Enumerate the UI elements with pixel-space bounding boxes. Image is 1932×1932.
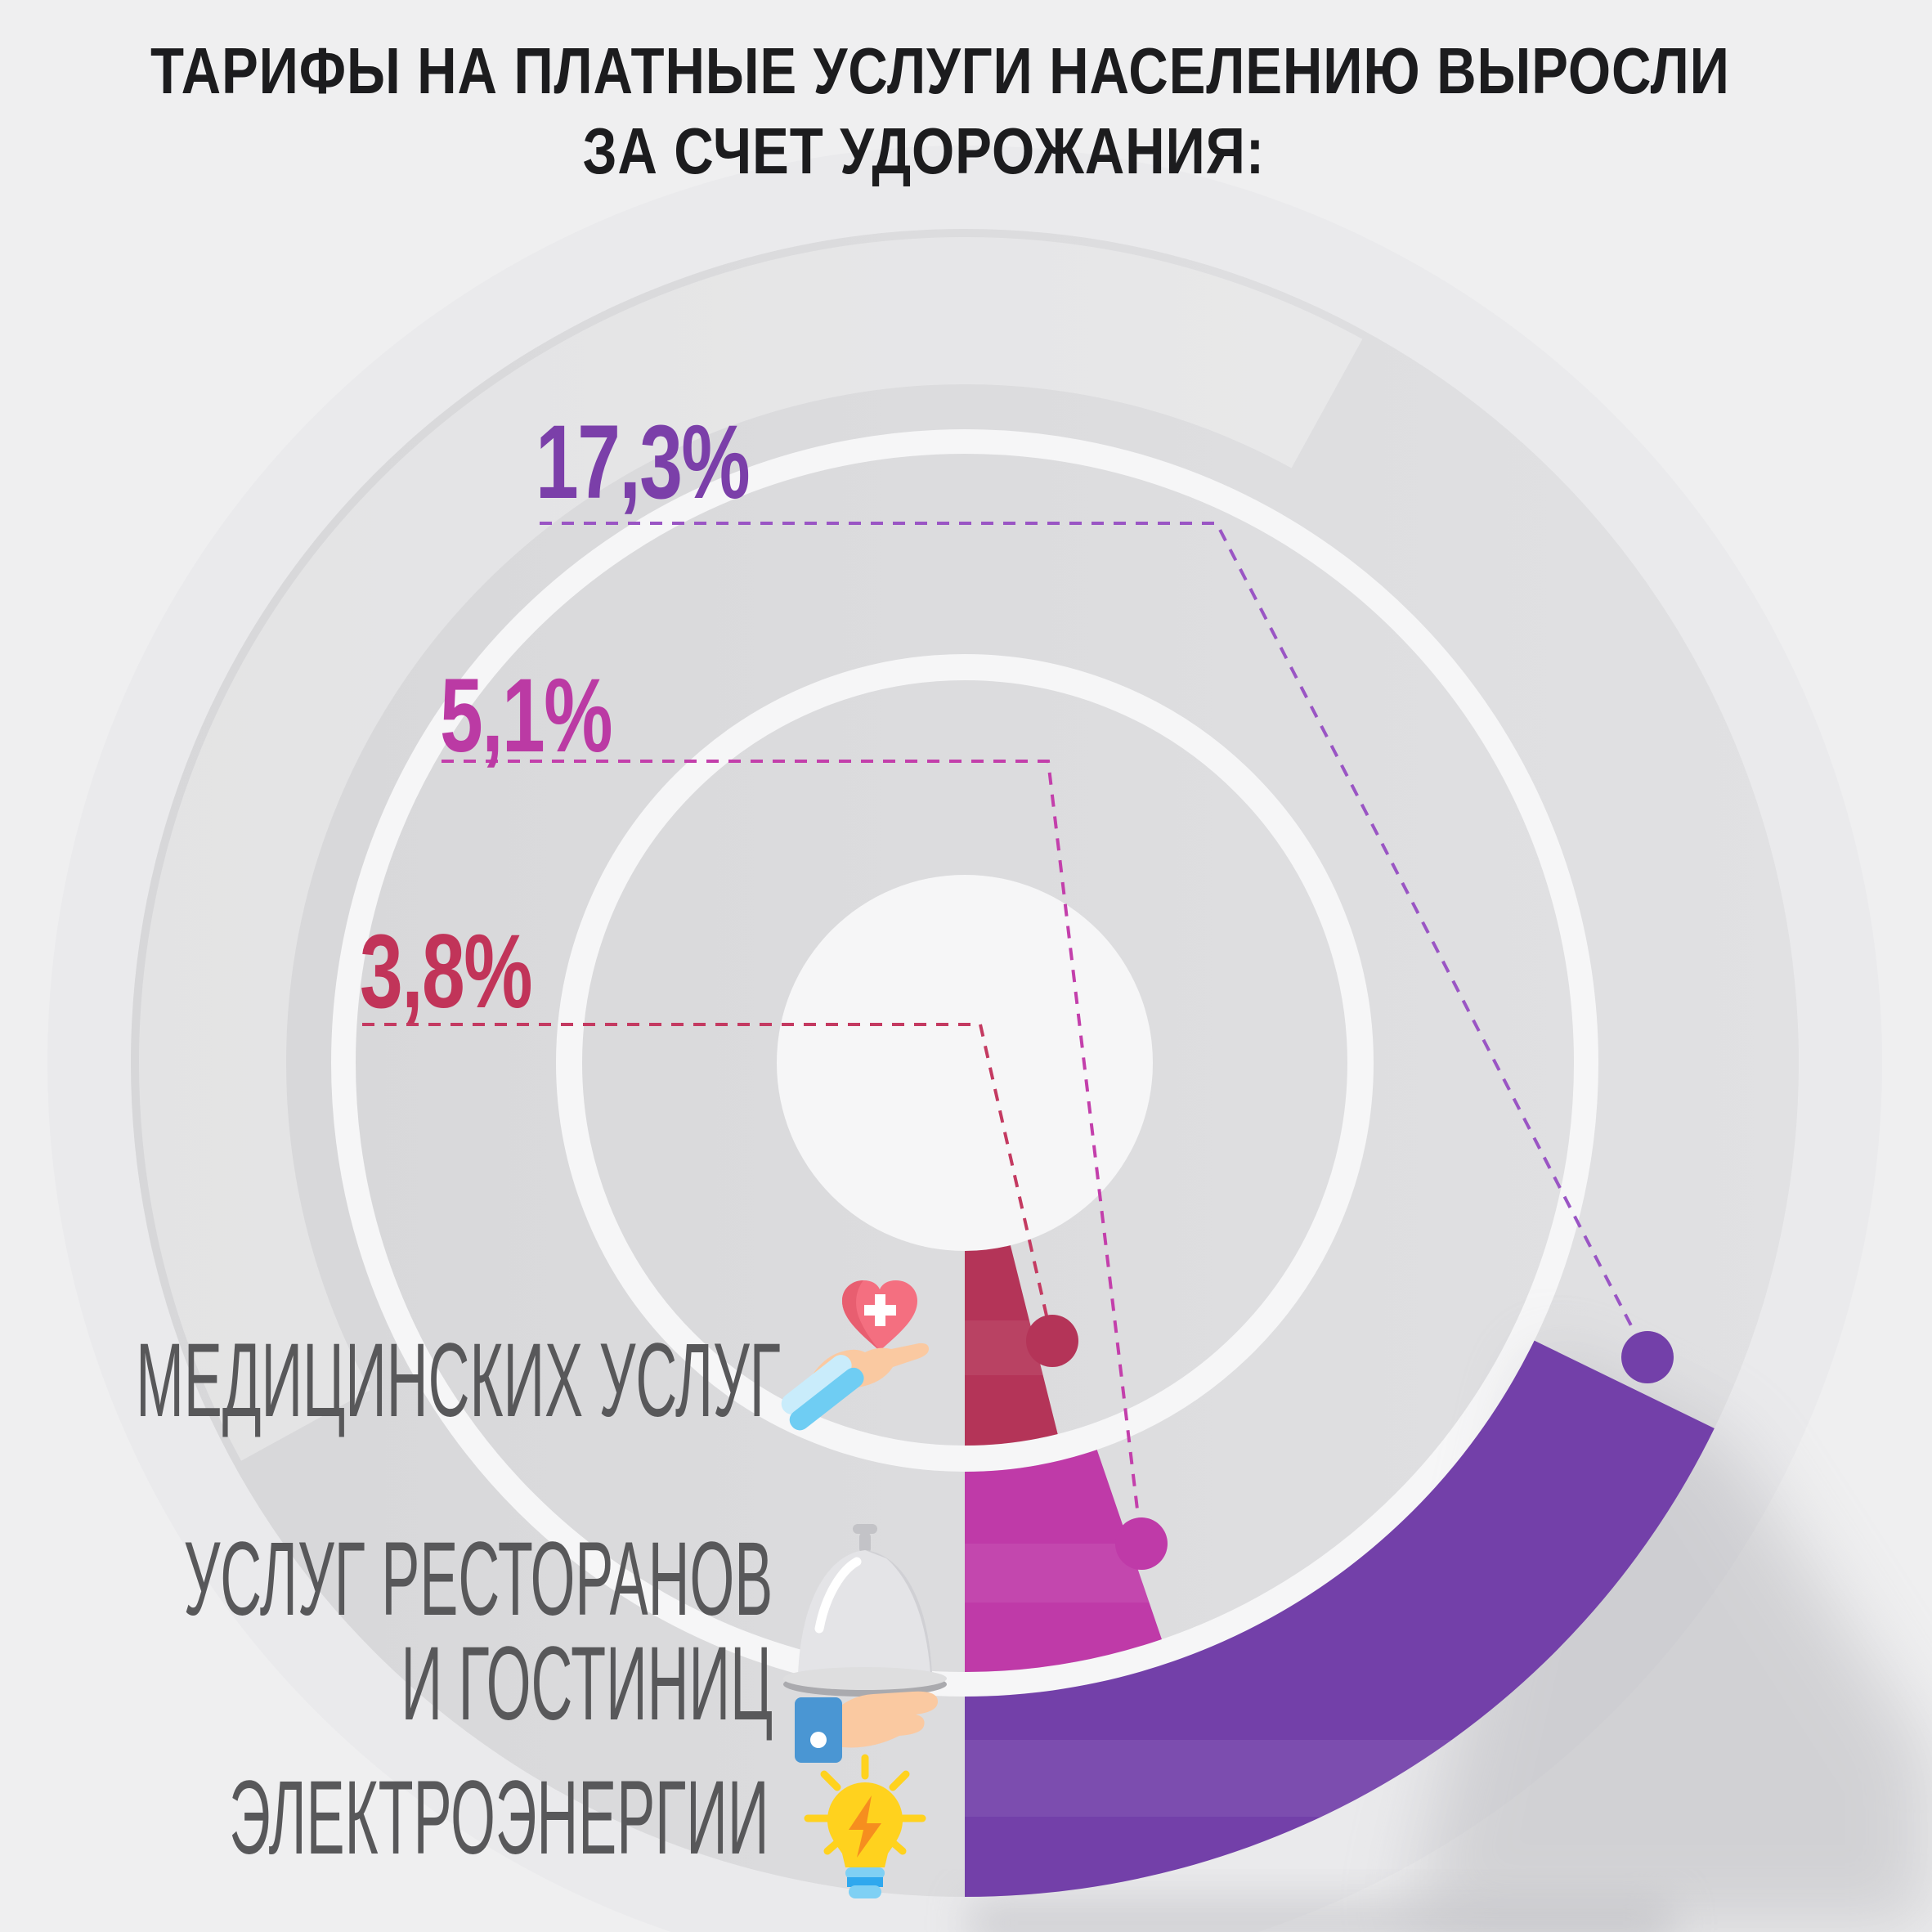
ring-separator-inner — [556, 654, 1374, 1472]
hand-shape — [821, 1691, 939, 1748]
ring-separator-outer — [331, 429, 1598, 1697]
highlight-swoosh — [139, 237, 1791, 1889]
callout-dot-electricity — [1621, 1331, 1674, 1383]
sleeve-cuff — [781, 1355, 864, 1431]
value-label-restaurants: 5,1% — [440, 657, 612, 774]
leader-line-medical — [362, 1023, 1054, 1342]
cloche-knob-stem — [859, 1532, 871, 1553]
cuff-button — [810, 1732, 827, 1748]
arc-restaurants — [965, 1450, 1162, 1672]
cloche-in-hand-icon — [783, 1524, 947, 1763]
lightbulb-icon — [804, 1754, 926, 1898]
category-label-restaurants-line2: И ГОСТИНИЦ — [401, 1625, 773, 1742]
center-hole — [777, 875, 1153, 1251]
callout-dot-restaurants — [1115, 1517, 1168, 1570]
chart-title-line1: ТАРИФЫ НА ПЛАТНЫЕ УСЛУГИ НАСЕЛЕНИЮ ВЫРОС… — [150, 34, 1730, 107]
leader-line-restaurants — [442, 760, 1143, 1544]
cloche-dome — [798, 1550, 932, 1674]
lightning-bolt — [849, 1795, 881, 1858]
cloche-knob-top — [853, 1524, 877, 1534]
heart-in-hand-icon — [781, 1280, 929, 1431]
cloche-highlight — [814, 1557, 862, 1634]
value-label-electricity: 17,3% — [536, 404, 751, 521]
callout-dot-medical — [1026, 1315, 1078, 1367]
category-label-restaurants-line1: УСЛУГ РЕСТОРАНОВ — [183, 1521, 773, 1638]
value-label-medical: 3,8% — [360, 913, 532, 1030]
arc-medical — [965, 1245, 1058, 1446]
category-label-restaurants: УСЛУГ РЕСТОРАНОВ И ГОСТИНИЦ — [183, 1527, 773, 1737]
arc-electricity — [965, 1340, 1715, 1897]
sleeve-cuff — [795, 1697, 842, 1763]
category-label-electricity: ЭЛЕКТРОЭНЕРГИИ — [228, 1759, 769, 1876]
bottom-arc-shadow — [969, 1898, 1672, 1932]
tray-top — [783, 1667, 947, 1690]
chart-title: ТАРИФЫ НА ПЛАТНЫЕ УСЛУГИ НАСЕЛЕНИЮ ВЫРОС… — [0, 38, 1848, 184]
medical-cross — [864, 1294, 896, 1326]
heart-shade — [842, 1280, 880, 1351]
category-label-medical: МЕДИЦИНСКИХ УСЛУГ — [136, 1322, 781, 1439]
chart-title-line2: ЗА СЧЕТ УДОРОЖАНИЯ: — [582, 114, 1266, 187]
background-rings — [47, 146, 1882, 1932]
bulb-base — [845, 1867, 885, 1898]
leader-line-electricity — [540, 522, 1649, 1358]
